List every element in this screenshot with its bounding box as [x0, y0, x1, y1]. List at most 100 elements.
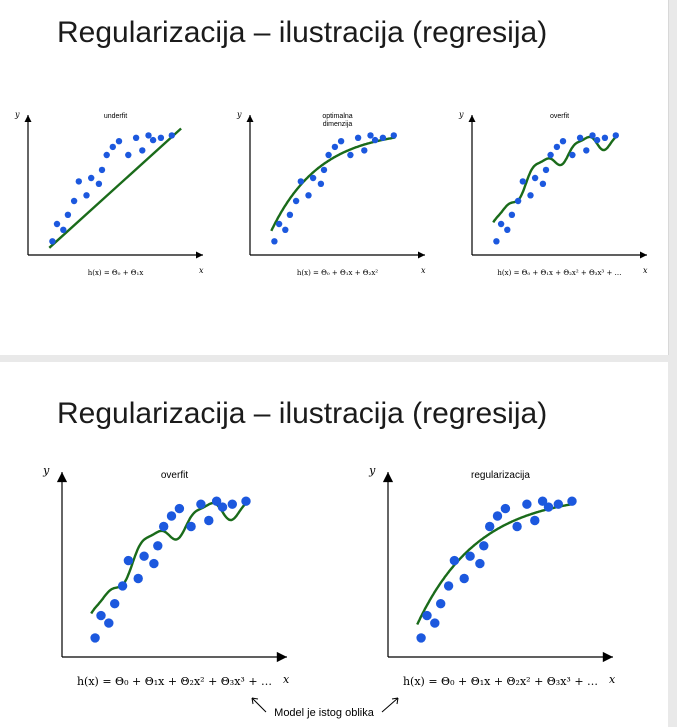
panel-title: dimenzija	[323, 121, 353, 128]
data-point	[204, 515, 214, 526]
chart-panel-5: y x regularizacija h(x) = Θ₀ + Θ₁x + Θ₂x² +…	[368, 464, 616, 688]
data-point	[553, 499, 563, 509]
y-axis-label: y	[42, 464, 50, 477]
data-point	[530, 515, 540, 526]
panel-title: underfit	[104, 113, 127, 120]
data-point	[459, 573, 469, 584]
data-point	[519, 178, 526, 185]
data-point	[354, 134, 362, 141]
y-axis-arrow	[382, 472, 394, 483]
data-point	[96, 610, 106, 621]
data-point	[83, 192, 90, 199]
data-point	[593, 136, 601, 144]
x-axis-arrow	[602, 651, 613, 663]
data-point	[227, 499, 237, 509]
data-point	[115, 138, 123, 145]
data-point	[331, 143, 339, 151]
x-axis-label: x	[609, 673, 616, 686]
data-point	[241, 496, 251, 506]
data-point	[542, 166, 550, 174]
data-point	[567, 496, 577, 506]
y-axis-arrow	[56, 472, 68, 483]
data-point	[149, 136, 157, 144]
data-point	[371, 136, 379, 144]
data-point	[211, 496, 222, 506]
data-point	[282, 226, 289, 233]
data-point	[508, 211, 516, 218]
data-point	[475, 558, 485, 569]
data-point	[139, 147, 146, 154]
panel-title: overfit	[161, 470, 188, 481]
data-point	[275, 220, 283, 228]
data-point	[95, 180, 103, 187]
note-arrow-left	[251, 697, 267, 713]
data-point	[174, 503, 185, 514]
model-note: Model je istog oblika	[251, 697, 399, 719]
data-point	[430, 618, 440, 628]
hypothesis-formula: h(x) = Θ₀ + Θ₁x	[88, 269, 144, 277]
panel-title: optimalna	[322, 113, 352, 120]
data-point	[497, 220, 505, 228]
fitted-curve	[48, 127, 182, 249]
data-point	[53, 220, 61, 228]
panel-title: overfit	[550, 113, 569, 120]
data-point	[292, 197, 300, 205]
data-point	[543, 502, 554, 512]
data-point	[569, 151, 576, 159]
y-axis-arrow	[246, 115, 254, 122]
data-point	[49, 238, 56, 245]
data-point	[159, 521, 169, 532]
data-point	[449, 555, 460, 566]
y-axis-label: y	[236, 110, 242, 119]
data-point	[379, 134, 387, 141]
data-point	[145, 132, 152, 139]
data-point	[559, 138, 567, 145]
data-point	[125, 151, 132, 159]
data-point	[367, 132, 374, 139]
data-point	[139, 551, 149, 561]
data-point	[133, 573, 143, 584]
hypothesis-formula: h(x) = Θ₀ + Θ₁x + Θ₂x² + Θ₃x³ + …	[77, 675, 272, 688]
x-axis-label: x	[643, 266, 648, 275]
data-point	[531, 174, 539, 182]
data-point	[601, 134, 609, 141]
data-point	[286, 211, 294, 218]
slide-2: Regularizacija – ilustracija (regresija)	[0, 362, 668, 727]
slide-title: Regularizacija – ilustracija (regresija)	[57, 397, 548, 430]
hypothesis-formula: h(x) = Θ₀ + Θ₁x + Θ₂x² + Θ₃x³ + …	[403, 675, 598, 688]
data-point	[103, 151, 110, 159]
data-point	[337, 138, 345, 145]
data-point	[132, 134, 140, 141]
x-axis-arrow	[196, 251, 203, 259]
data-point	[75, 178, 83, 185]
data-point	[465, 551, 475, 561]
data-point	[504, 226, 511, 233]
data-point	[186, 521, 196, 532]
x-axis-arrow	[640, 251, 647, 259]
data-point	[493, 238, 500, 245]
data-point	[443, 581, 454, 591]
data-point	[271, 238, 278, 245]
x-axis-label: x	[421, 266, 426, 275]
data-point	[320, 166, 328, 174]
data-point	[479, 541, 489, 551]
x-axis-label: x	[283, 673, 290, 686]
data-point	[547, 151, 554, 159]
data-point	[90, 633, 100, 643]
hypothesis-formula: h(x) = Θ₀ + Θ₁x + Θ₂x² + Θ₃x³ + …	[497, 269, 621, 277]
data-point	[70, 197, 78, 205]
data-point	[539, 180, 547, 187]
chart-panel-1: y x underfit h(x) = Θ₀ + Θ₁x	[14, 110, 204, 277]
slide-1: Regularizacija – ilustracija (regresija)	[0, 0, 669, 355]
hypothesis-formula: h(x) = Θ₀ + Θ₁x + Θ₂x²	[297, 269, 378, 277]
data-point	[576, 134, 584, 141]
data-point	[60, 226, 67, 233]
data-point	[485, 521, 495, 532]
data-point	[149, 558, 159, 569]
x-axis-arrow	[276, 651, 287, 663]
data-point	[390, 132, 397, 139]
data-point	[309, 174, 317, 182]
x-axis-label: x	[199, 266, 204, 275]
note-arrow-right-head	[391, 697, 399, 705]
